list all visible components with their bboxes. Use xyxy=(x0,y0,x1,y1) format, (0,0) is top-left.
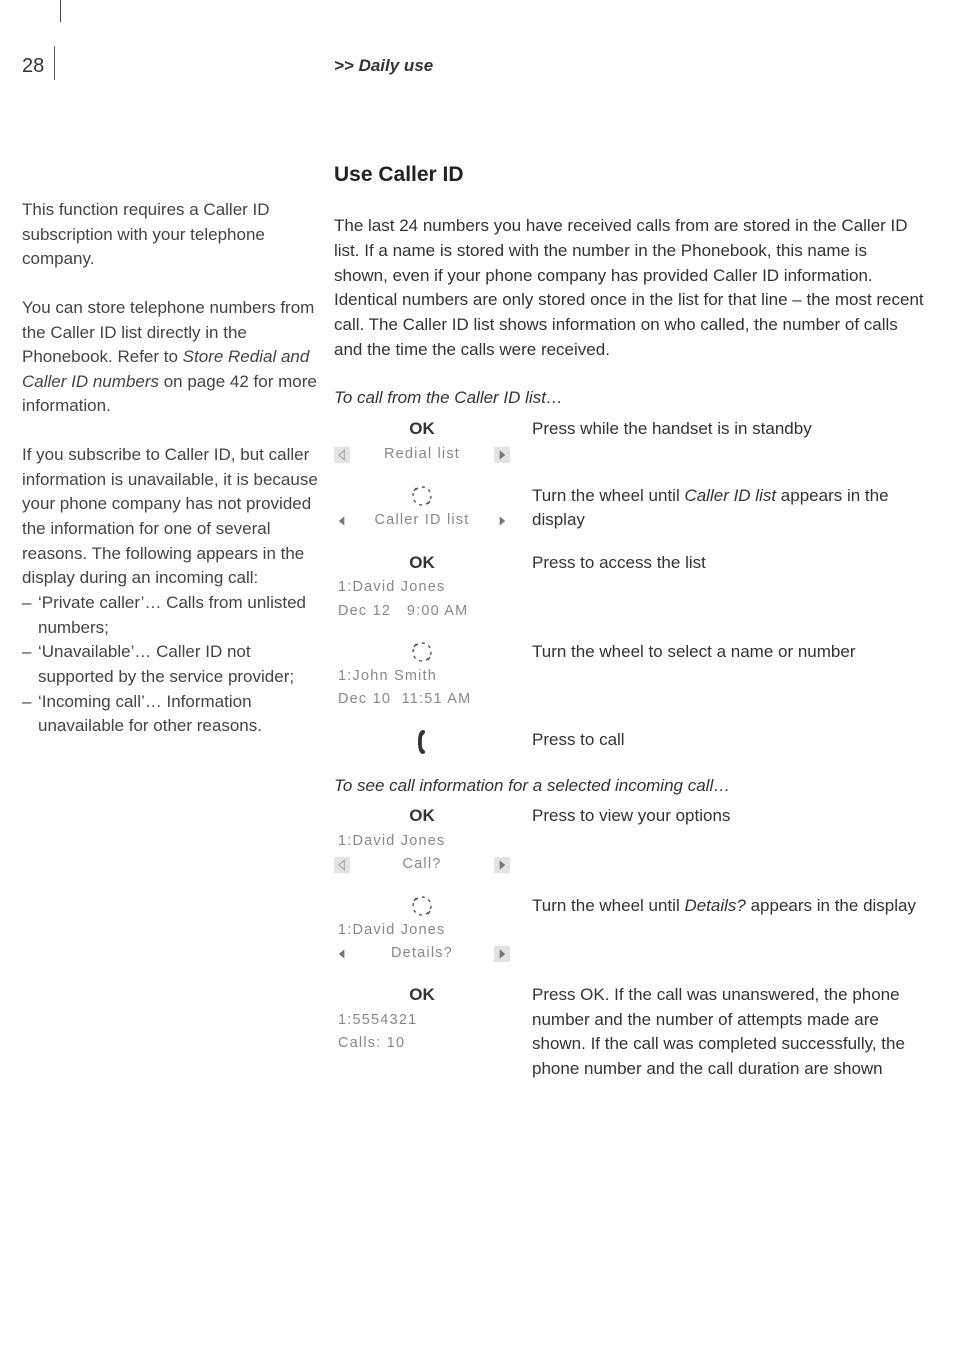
subheading-2: To see call information for a selected i… xyxy=(334,774,924,799)
display-line: 1:5554321 xyxy=(334,1010,510,1031)
display-bar: Call? xyxy=(334,854,510,876)
display-line: 1:David Jones xyxy=(334,577,510,598)
step-icon-column: 1:David JonesDetails? xyxy=(334,894,510,965)
step-description: Turn the wheel to select a name or numbe… xyxy=(510,640,924,665)
ok-label: OK xyxy=(334,983,510,1008)
display-bar: Redial list xyxy=(334,444,510,466)
section-intro: The last 24 numbers you have received ca… xyxy=(334,214,924,362)
steps-group-2: OK1:David JonesCall?Press to view your o… xyxy=(334,804,924,1081)
step-row: Caller ID list Turn the wheel until Calle… xyxy=(334,484,924,533)
step-row: 1:David JonesDetails?Turn the wheel unti… xyxy=(334,894,924,965)
ok-label: OK xyxy=(334,417,510,442)
step-row: OKRedial listPress while the handset is … xyxy=(334,417,924,466)
display-line: 1:David Jones xyxy=(334,920,510,941)
wheel-icon xyxy=(334,484,510,508)
step-description: Press OK. If the call was unanswered, th… xyxy=(510,983,924,1082)
step-icon-column xyxy=(334,728,510,756)
step-description: Press to call xyxy=(510,728,924,753)
display-line: 1:David Jones xyxy=(334,831,510,852)
step-row: OK1:David JonesCall?Press to view your o… xyxy=(334,804,924,876)
page-number-rule xyxy=(54,46,55,80)
wheel-icon xyxy=(334,894,510,918)
step-description: Turn the wheel until Caller ID list appe… xyxy=(510,484,924,533)
list-item: ‘Unavailable’… Caller ID not supported b… xyxy=(22,640,322,689)
ok-label: OK xyxy=(334,804,510,829)
display-bar: Details? xyxy=(334,943,510,965)
sidebar-p2: You can store telephone numbers from the… xyxy=(22,296,322,419)
list-item: ‘Private caller’… Calls from unlisted nu… xyxy=(22,591,322,640)
display-bar-text: Call? xyxy=(402,854,441,875)
step-row: 1:John SmithDec 10 11:51 AMTurn the whee… xyxy=(334,640,924,710)
step-icon-column: 1:John SmithDec 10 11:51 AM xyxy=(334,640,510,710)
display-line: Dec 12 9:00 AM xyxy=(334,601,510,622)
ok-label: OK xyxy=(334,551,510,576)
sidebar-column: This function requires a Caller ID subsc… xyxy=(22,198,322,739)
step-row: OK1:David Jones Dec 12 9:00 AM Press to ac… xyxy=(334,551,924,622)
step-icon-column: OKRedial list xyxy=(334,417,510,466)
running-head: >> Daily use xyxy=(334,54,433,79)
step-row: OK1:5554321Calls: 10Press OK. If the cal… xyxy=(334,983,924,1082)
sidebar-p3: If you subscribe to Caller ID, but calle… xyxy=(22,443,322,591)
display-line: Calls: 10 xyxy=(334,1033,510,1054)
phone-icon xyxy=(334,728,510,756)
display-line: 1:John Smith xyxy=(334,666,510,687)
step-description: Press while the handset is in standby xyxy=(510,417,924,442)
list-item: ‘Incoming call’… Information unavailable… xyxy=(22,690,322,739)
step-description: Press to view your options xyxy=(510,804,924,829)
step-icon-column: Caller ID list xyxy=(334,484,510,532)
sidebar-p1: This function requires a Caller ID subsc… xyxy=(22,198,322,272)
step-icon-column: OK1:5554321Calls: 10 xyxy=(334,983,510,1054)
step-icon-column: OK1:David JonesCall? xyxy=(334,804,510,876)
wheel-icon xyxy=(334,640,510,664)
crop-mark xyxy=(60,0,61,22)
display-bar-text: Caller ID list xyxy=(375,510,470,531)
sidebar-bullets: ‘Private caller’… Calls from unlisted nu… xyxy=(22,591,322,739)
display-bar: Caller ID list xyxy=(334,510,510,532)
display-line: Dec 10 11:51 AM xyxy=(334,689,510,710)
steps-group-1: OKRedial listPress while the handset is … xyxy=(334,417,924,756)
step-description: Turn the wheel until Details? appears in… xyxy=(510,894,924,919)
main-column: Use Caller ID The last 24 numbers you ha… xyxy=(334,160,924,1099)
step-description: Press to access the list xyxy=(510,551,924,576)
display-bar-text: Redial list xyxy=(384,444,460,465)
subheading-1: To call from the Caller ID list… xyxy=(334,386,924,411)
display-bar-text: Details? xyxy=(391,943,453,964)
step-row: Press to call xyxy=(334,728,924,756)
page-number: 28 xyxy=(22,52,44,81)
step-icon-column: OK1:David Jones Dec 12 9:00 AM xyxy=(334,551,510,622)
section-title: Use Caller ID xyxy=(334,160,924,190)
